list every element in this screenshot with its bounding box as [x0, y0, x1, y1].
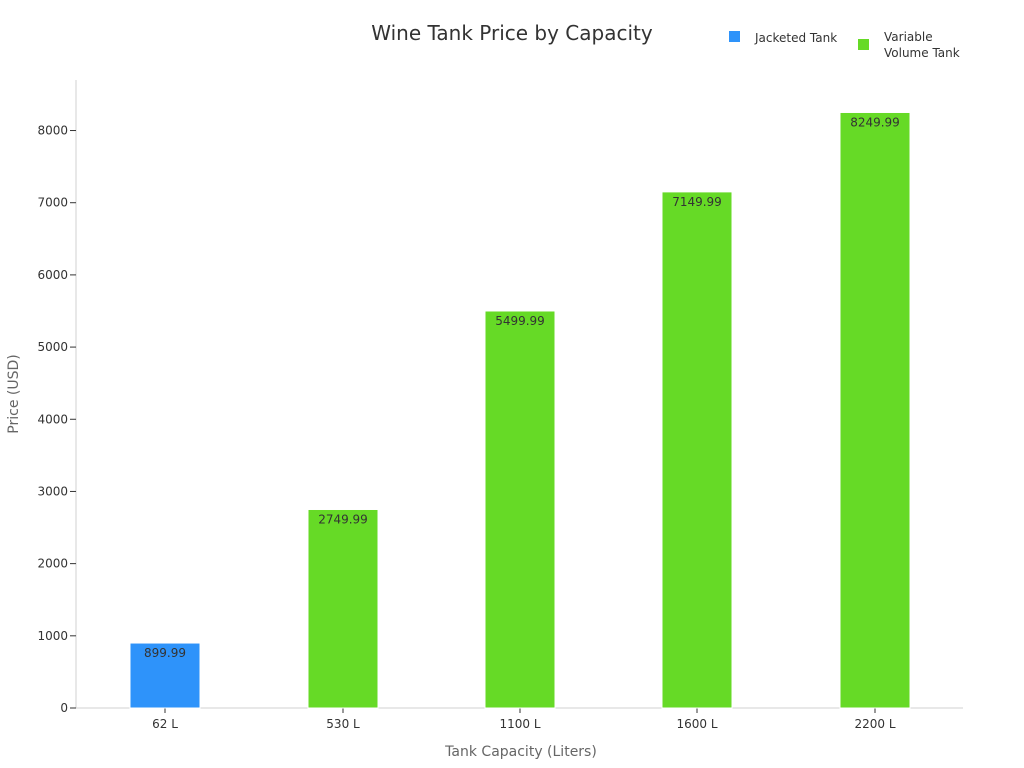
bar[interactable] — [484, 310, 556, 709]
y-tick-label: 4000 — [37, 412, 68, 426]
y-axis: 0 1000 2000 3000 4000 5000 6000 7000 8000 — [37, 80, 77, 715]
bar[interactable] — [307, 508, 379, 709]
y-tick-label: 7000 — [37, 196, 68, 210]
data-label: 5499.99 — [495, 314, 545, 328]
y-tick-label: 6000 — [37, 268, 68, 282]
x-tick-label: 62 L — [152, 717, 178, 731]
x-axis-title: Tank Capacity (Liters) — [444, 744, 597, 760]
y-tick-label: 8000 — [37, 124, 68, 138]
data-label: 8249.99 — [850, 115, 900, 129]
x-axis: 62 L 530 L 1100 L 1600 L 2200 L — [76, 707, 963, 731]
bar[interactable] — [129, 642, 201, 709]
legend-item-jacketed-tank[interactable]: Jacketed Tank — [729, 31, 837, 45]
x-tick-label: 2200 L — [854, 717, 895, 731]
y-tick-label: 1000 — [37, 629, 68, 643]
bars — [129, 111, 911, 709]
data-label: 2749.99 — [318, 512, 368, 526]
legend-swatch-jacketed-tank — [729, 31, 740, 42]
chart-title: Wine Tank Price by Capacity — [371, 21, 653, 45]
legend: Jacketed Tank Variable Volume Tank — [729, 30, 960, 60]
y-tick-label: 2000 — [37, 557, 68, 571]
bar[interactable] — [661, 191, 733, 709]
bar[interactable] — [839, 111, 911, 709]
legend-label-variable-volume-tank: Variable Volume Tank — [884, 30, 960, 60]
y-axis-title: Price (USD) — [6, 354, 22, 433]
legend-label-line-2: Volume Tank — [884, 46, 960, 60]
legend-label-line-1: Variable — [884, 30, 933, 44]
x-tick-label: 1600 L — [676, 717, 717, 731]
data-label: 7149.99 — [672, 195, 722, 209]
legend-label-jacketed-tank: Jacketed Tank — [754, 31, 837, 45]
data-label: 899.99 — [144, 646, 186, 660]
legend-item-variable-volume-tank[interactable]: Variable Volume Tank — [858, 30, 960, 60]
x-tick-label: 1100 L — [499, 717, 540, 731]
legend-swatch-variable-volume-tank — [858, 39, 869, 50]
y-tick-label: 3000 — [37, 484, 68, 498]
x-tick-label: 530 L — [326, 717, 360, 731]
y-tick-label: 5000 — [37, 340, 68, 354]
data-labels: 899.99 2749.99 5499.99 7149.99 8249.99 — [144, 115, 900, 660]
y-tick-label: 0 — [60, 701, 68, 715]
